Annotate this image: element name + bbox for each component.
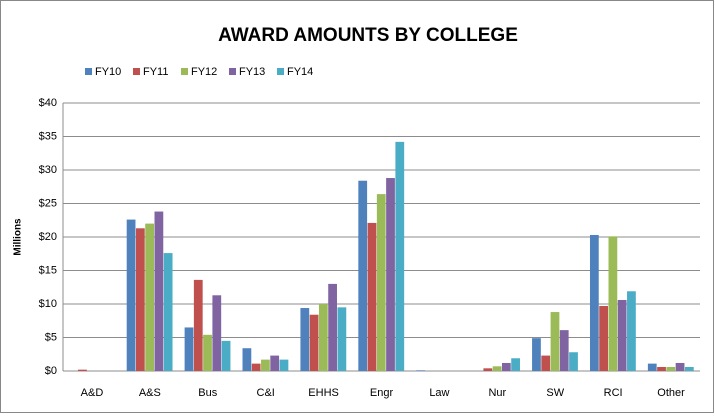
bar bbox=[328, 283, 337, 371]
bar bbox=[126, 219, 136, 371]
y-axis-label: Millions bbox=[13, 218, 24, 256]
bar bbox=[416, 370, 426, 371]
bar bbox=[541, 355, 551, 371]
legend-label: FY11 bbox=[143, 66, 168, 78]
bar bbox=[492, 366, 502, 371]
bar bbox=[589, 234, 599, 371]
legend-swatch bbox=[85, 68, 92, 75]
bar bbox=[270, 355, 280, 371]
y-tick-label: $0 bbox=[45, 365, 57, 377]
bar bbox=[483, 368, 493, 371]
bar bbox=[395, 141, 405, 371]
bar bbox=[193, 279, 203, 371]
y-tick-label: $15 bbox=[39, 264, 57, 276]
chart-title: AWARD AMOUNTS BY COLLEGE bbox=[218, 25, 518, 46]
y-tick-label: $35 bbox=[39, 130, 57, 142]
x-tick-label: RCI bbox=[604, 387, 623, 399]
bar bbox=[163, 253, 173, 371]
bar bbox=[666, 366, 676, 371]
bar bbox=[569, 352, 578, 371]
bar bbox=[279, 359, 289, 371]
y-tick-label: $30 bbox=[39, 164, 57, 176]
bar bbox=[532, 338, 541, 371]
x-tick-label: Other bbox=[657, 387, 685, 399]
bar bbox=[242, 348, 252, 371]
bar bbox=[608, 236, 618, 371]
legend-swatch bbox=[277, 68, 284, 75]
bar bbox=[78, 369, 87, 371]
y-tick-label: $5 bbox=[45, 331, 57, 343]
bar bbox=[367, 222, 377, 371]
bar bbox=[300, 308, 310, 371]
legend-label: FY12 bbox=[191, 66, 217, 78]
x-tick-label: Law bbox=[429, 387, 449, 399]
bar bbox=[511, 358, 520, 371]
bar bbox=[251, 363, 261, 371]
bar bbox=[184, 327, 194, 371]
y-tick-label: $20 bbox=[39, 231, 57, 243]
bar bbox=[358, 180, 368, 371]
bar bbox=[559, 330, 569, 371]
bar bbox=[647, 363, 657, 371]
y-tick-label: $40 bbox=[39, 97, 57, 109]
bar bbox=[309, 314, 319, 371]
legend-label: FY13 bbox=[239, 66, 265, 78]
bar bbox=[145, 223, 154, 371]
bar bbox=[599, 306, 609, 371]
bar bbox=[376, 194, 386, 371]
bar bbox=[627, 291, 636, 371]
x-tick-label: A&D bbox=[81, 387, 104, 399]
x-tick-label: SW bbox=[546, 387, 564, 399]
bar bbox=[550, 312, 560, 371]
bar bbox=[337, 307, 347, 371]
legend-label: FY14 bbox=[287, 66, 313, 78]
legend-swatch bbox=[181, 68, 188, 75]
legend-label: FY10 bbox=[95, 66, 121, 78]
bar bbox=[261, 359, 270, 371]
legend-swatch bbox=[133, 68, 140, 75]
bar bbox=[501, 362, 511, 371]
bar bbox=[657, 366, 666, 371]
y-tick-label: $10 bbox=[39, 298, 57, 310]
x-tick-label: Nur bbox=[488, 387, 506, 399]
x-tick-label: Bus bbox=[198, 387, 217, 399]
x-tick-label: C&I bbox=[257, 387, 275, 399]
bar bbox=[203, 334, 212, 371]
bar bbox=[154, 211, 164, 371]
bar bbox=[221, 340, 231, 371]
bar bbox=[212, 295, 222, 371]
bar bbox=[617, 299, 627, 371]
bar bbox=[318, 304, 328, 371]
bar bbox=[135, 228, 145, 371]
bar bbox=[684, 366, 694, 371]
y-tick-label: $25 bbox=[39, 197, 57, 209]
bar bbox=[675, 362, 685, 371]
legend-swatch bbox=[229, 68, 236, 75]
x-tick-label: Engr bbox=[370, 387, 394, 399]
bar bbox=[386, 178, 395, 371]
x-tick-label: EHHS bbox=[308, 387, 339, 399]
x-tick-label: A&S bbox=[139, 387, 161, 399]
